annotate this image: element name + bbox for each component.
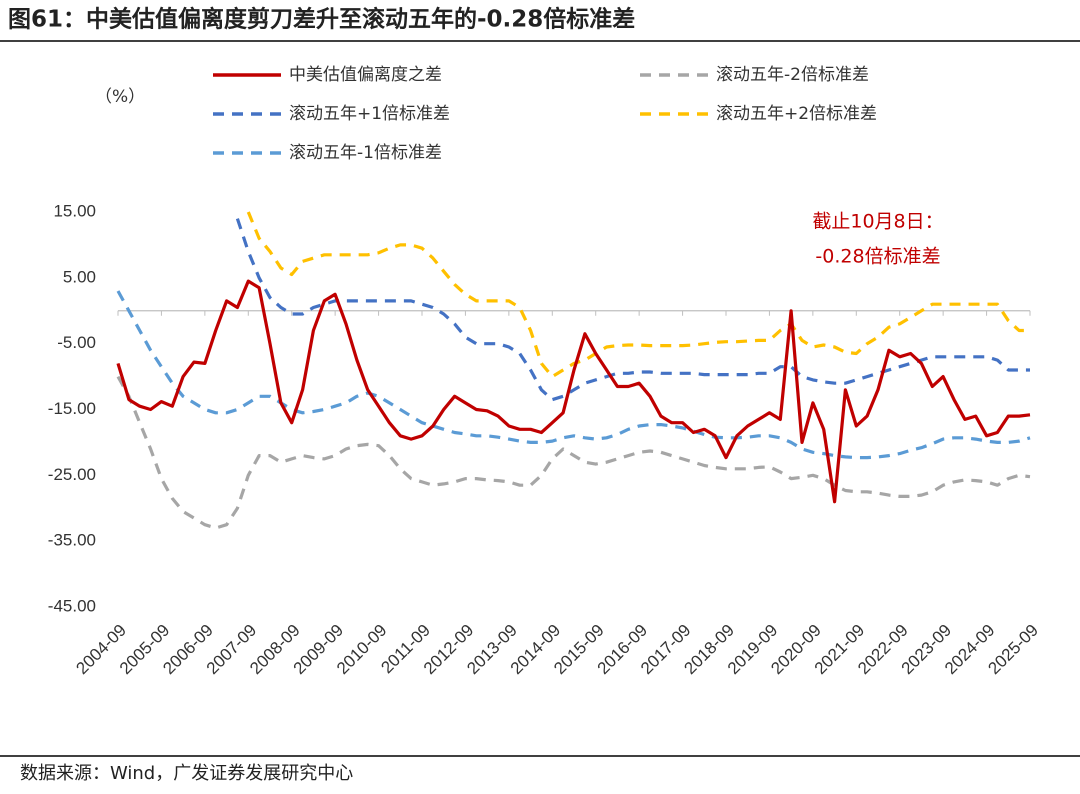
y-tick-label: 15.00 <box>53 201 96 220</box>
legend-label: 滚动五年+1倍标准差 <box>289 104 450 124</box>
y-unit: （%） <box>95 87 145 107</box>
series-line <box>246 211 1030 379</box>
source: 数据来源：Wind，广发证券发展研究中心 <box>20 763 353 784</box>
annotation: -0.28倍标准差 <box>815 246 940 268</box>
y-tick-label: -25.00 <box>48 465 96 484</box>
annotation: 截止10月8日： <box>812 211 943 233</box>
y-tick-label: -35.00 <box>48 531 96 550</box>
series-line <box>116 290 1031 460</box>
legend-label: 滚动五年-1倍标准差 <box>289 143 442 163</box>
series-line <box>116 279 1031 504</box>
y-tick-label: -45.00 <box>48 596 96 615</box>
series-line <box>116 375 1031 530</box>
legend-label: 滚动五年+2倍标准差 <box>716 104 877 124</box>
legend-label: 滚动五年-2倍标准差 <box>716 65 869 85</box>
series-line <box>235 218 1030 402</box>
y-tick-label: 5.00 <box>63 267 96 286</box>
chart-title: 图61：中美估值偏离度剪刀差升至滚动五年的-0.28倍标准差 <box>8 6 635 33</box>
y-tick-label: -15.00 <box>48 399 96 418</box>
y-tick-label: -5.00 <box>57 333 96 352</box>
legend-label: 中美估值偏离度之差 <box>289 65 442 85</box>
